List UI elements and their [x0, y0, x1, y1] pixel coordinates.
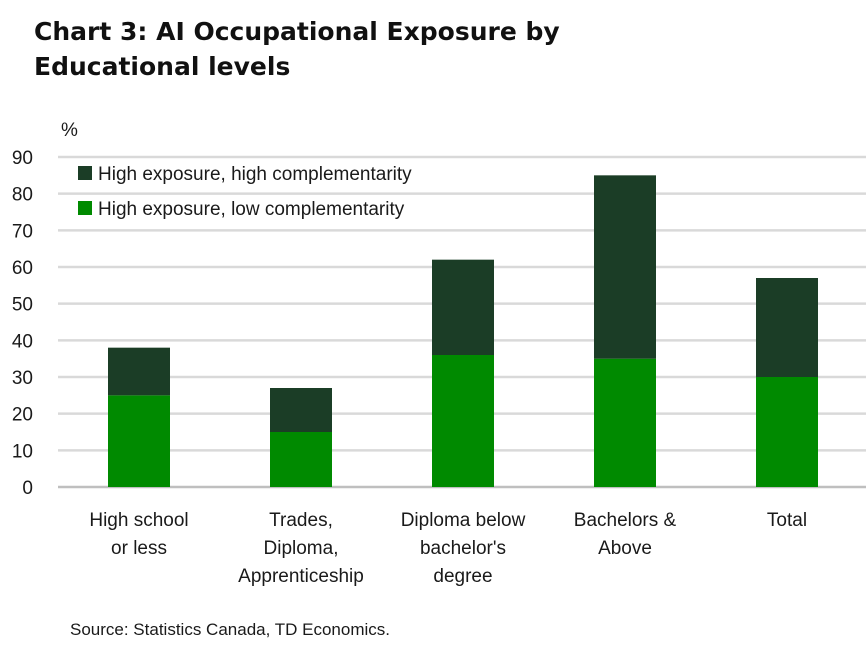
- x-tick-label: Trades,: [269, 510, 333, 531]
- y-tick-label: 40: [12, 331, 33, 352]
- bar-segment: [432, 259, 494, 355]
- bar-segment: [270, 432, 332, 487]
- axis-layer: 0 10 20 30 40 50 60 70 80 90% High school or less Tr…: [12, 120, 807, 587]
- bar-segment: [756, 377, 818, 487]
- y-tick-label: 20: [12, 405, 33, 426]
- legend-swatch: [78, 201, 92, 215]
- legend-label: High exposure, high complementarity: [98, 164, 412, 185]
- y-tick-label: 50: [12, 295, 33, 316]
- x-tick-label: High school: [89, 510, 188, 531]
- x-tick-label: or less: [111, 538, 167, 559]
- chart-svg: 0 10 20 30 40 50 60 70 80 90% High school or less Tr…: [12, 120, 866, 587]
- x-tick-label: bachelor's: [420, 538, 506, 559]
- bar-segment: [432, 355, 494, 487]
- bar-segment: [594, 175, 656, 359]
- chart-title: Chart 3: AI Occupational Exposure by Edu…: [34, 17, 560, 81]
- y-tick-label: 60: [12, 258, 33, 279]
- bar-segment: [594, 358, 656, 487]
- legend: High exposure, high complementarity High …: [78, 164, 412, 220]
- x-tick-label: Apprenticeship: [238, 566, 364, 587]
- x-tick-label: degree: [433, 566, 492, 587]
- y-tick-label: 80: [12, 185, 33, 206]
- y-axis-label: %: [61, 120, 78, 141]
- x-tick-label: Diploma below: [401, 510, 526, 531]
- x-tick-label: Bachelors &: [574, 510, 677, 531]
- legend-swatch: [78, 166, 92, 180]
- y-tick-label: 10: [12, 441, 33, 462]
- x-tick-label: Above: [598, 538, 652, 559]
- legend-label: High exposure, low complementarity: [98, 199, 405, 220]
- y-tick-label: 30: [12, 368, 33, 389]
- y-tick-label: 70: [12, 221, 33, 242]
- x-tick-label: Total: [767, 510, 807, 531]
- y-tick-label: 90: [12, 148, 33, 169]
- bar-segment: [108, 347, 170, 396]
- bar-segment: [270, 388, 332, 432]
- source-note: Source: Statistics Canada, TD Economics.: [70, 620, 390, 639]
- x-tick-label: Diploma,: [264, 538, 339, 559]
- bar-segment: [108, 395, 170, 487]
- y-tick-label: 0: [22, 478, 33, 499]
- bar-segment: [756, 278, 818, 377]
- bars-layer: [108, 175, 818, 487]
